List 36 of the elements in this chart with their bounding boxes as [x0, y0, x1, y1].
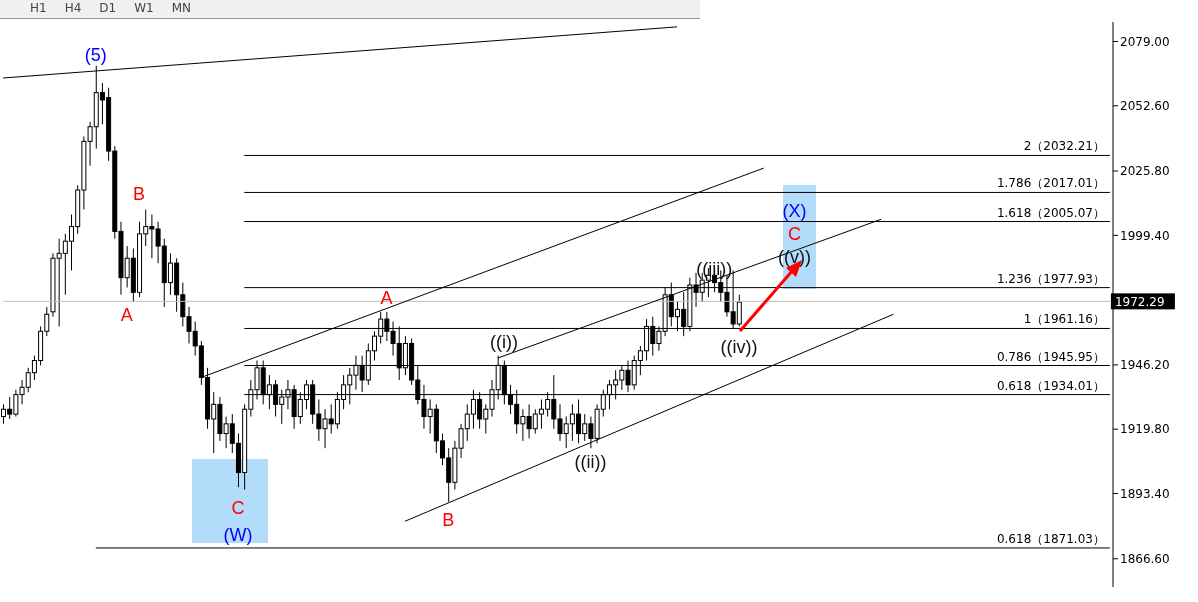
y-tick-label: 1893.40	[1120, 486, 1170, 501]
annotation: A	[120, 305, 133, 326]
ref-line-label: 1.236（1977.93）	[996, 271, 1105, 286]
y-tick-label: 1919.80	[1120, 422, 1170, 437]
annotation: A	[380, 288, 393, 309]
ref-line-label: 1.618（2005.07）	[996, 205, 1105, 220]
text: H4	[64, 0, 82, 17]
annotation: B	[442, 510, 455, 530]
ref-line-label: 1.786（2017.01）	[996, 176, 1105, 191]
text: H1	[30, 0, 47, 17]
annotation: ((iii))	[696, 259, 733, 280]
annotation: (5)	[84, 44, 107, 65]
annotation: ((iv))	[720, 337, 758, 358]
y-tick-label: 2025.80	[1120, 164, 1170, 179]
ref-line-label: 2（2032.21）	[1023, 139, 1105, 154]
annotation: ((v))	[778, 246, 812, 267]
annotation: C	[788, 224, 802, 245]
ref-line-label: 0.618（1871.03）	[996, 531, 1105, 546]
y-tick-label: 1946.20	[1120, 358, 1170, 373]
annotation: (W)	[223, 524, 253, 545]
ref-line-label: 0.786（1945.95）	[996, 349, 1105, 364]
annotation: C	[231, 497, 245, 518]
y-tick-label: 1999.40	[1120, 228, 1170, 243]
ref-line-label: 0.618（1934.01）	[996, 378, 1105, 393]
y-tick-label: 1866.60	[1120, 552, 1170, 567]
text: MN	[171, 0, 192, 17]
annotation: ((i))	[489, 332, 518, 353]
ref-line-label: 1972.29	[1114, 295, 1165, 310]
annotation: B	[133, 183, 146, 204]
y-tick-label: 2079.00	[1120, 34, 1170, 49]
text: D1	[99, 0, 117, 17]
text: W1	[134, 0, 154, 17]
ref-line-label: 1（1961.16）	[1023, 312, 1105, 327]
y-tick-label: 2052.60	[1120, 99, 1170, 114]
annotation: (X)	[782, 200, 807, 221]
annotation: ((ii))	[574, 451, 607, 472]
